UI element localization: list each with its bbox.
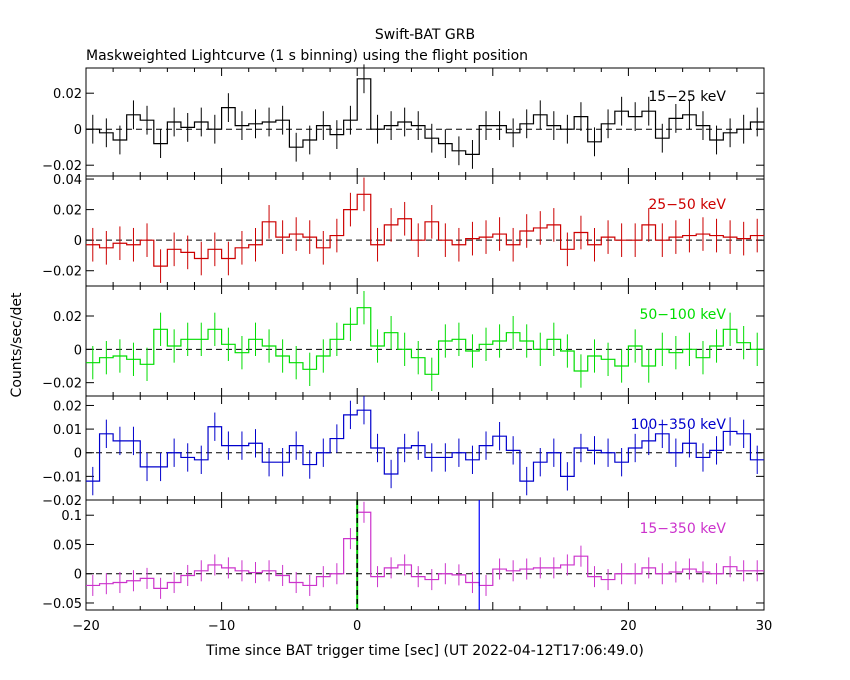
y-tick-label: 0: [74, 343, 82, 358]
lightcurve-series: [86, 511, 764, 589]
y-tick-label: −0.05: [42, 597, 82, 612]
chart-subtitle: Maskweighted Lightcurve (1 s binning) us…: [86, 48, 528, 64]
x-tick-label: −10: [208, 619, 235, 634]
y-tick-label: −0.02: [42, 265, 82, 280]
y-tick-label: 0: [74, 568, 82, 583]
y-tick-label: 0.01: [53, 423, 82, 438]
band-label: 15−25 keV: [648, 89, 726, 105]
band-label: 25−50 keV: [648, 197, 726, 213]
y-tick-label: 0: [74, 234, 82, 249]
x-tick-label: 0: [353, 619, 361, 634]
y-tick-label: 0: [74, 123, 82, 138]
band-label: 15−350 keV: [639, 521, 726, 537]
panels-group: −0.02 0 0.02 15−25 keV −0.02 0 0.02 0.04 25−50 k…: [42, 64, 772, 634]
lightcurve-series: [86, 78, 764, 155]
y-tick-label: 0.02: [53, 204, 82, 219]
panel-2: −0.02 0 0.02 50−100 keV: [42, 285, 765, 397]
x-axis-label: Time since BAT trigger time [sec] (UT 20…: [205, 643, 644, 659]
lightcurve-series: [86, 193, 764, 267]
panel-0: −0.02 0 0.02 15−25 keV: [42, 64, 765, 177]
x-tick-label: −20: [72, 619, 99, 634]
y-tick-label: −0.01: [42, 470, 82, 485]
band-label: 100−350 keV: [631, 417, 727, 433]
x-tick-label: 30: [756, 619, 773, 634]
y-tick-label: −0.02: [42, 159, 82, 174]
panel-4: −0.05 0 0.05 0.1 15−350 keV −20 −10 0 20 30: [42, 499, 773, 634]
y-tick-label: 0.1: [61, 509, 82, 524]
y-tick-label: 0.02: [53, 87, 82, 102]
band-label: 50−100 keV: [639, 307, 726, 323]
x-tick-label: 20: [620, 619, 637, 634]
panel-1: −0.02 0 0.02 0.04 25−50 keV: [42, 173, 765, 287]
y-tick-label: −0.02: [42, 377, 82, 392]
y-tick-label: 0.02: [53, 310, 82, 325]
panel-3: −0.02 −0.01 0 0.01 0.02 100−350 keV: [42, 395, 765, 509]
y-tick-label: −0.02: [42, 494, 82, 509]
panel-frame: [85, 499, 765, 611]
y-tick-label: 0.02: [53, 399, 82, 414]
lightcurve-series: [86, 409, 764, 482]
y-tick-label: 0.04: [53, 173, 82, 188]
y-tick-label: 0.05: [53, 538, 82, 553]
lightcurve-series: [86, 307, 764, 375]
y-tick-label: 0: [74, 447, 82, 462]
chart-title: Swift-BAT GRB: [375, 27, 475, 43]
y-axis-label: Counts/sec/det: [9, 292, 25, 397]
